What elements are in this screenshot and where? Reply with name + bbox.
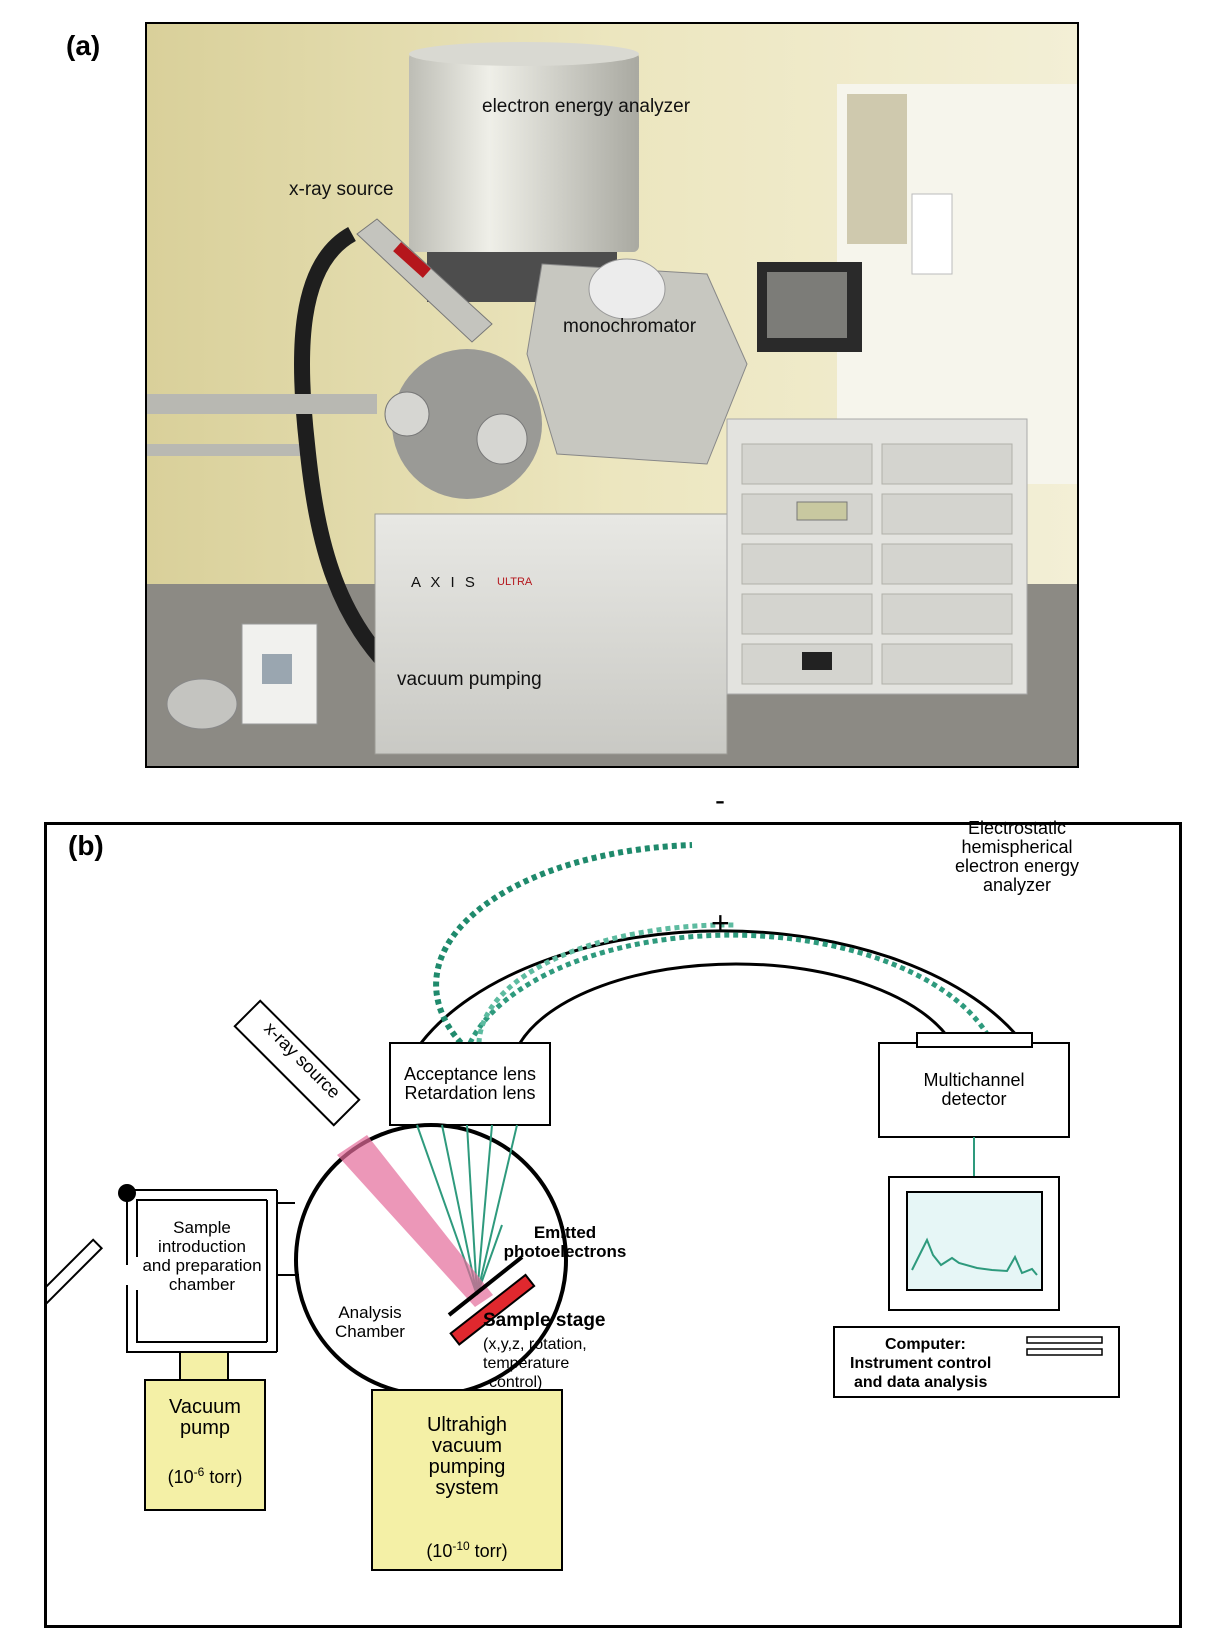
plus-sign: + <box>711 905 730 941</box>
vp-pressure-unit: torr) <box>204 1467 243 1487</box>
black-hose <box>293 226 413 691</box>
electron-path-outer <box>433 842 693 1045</box>
detector-line-2: detector <box>941 1089 1007 1109</box>
panel-a-label: (a) <box>66 30 101 61</box>
photoelectron-rays <box>416 1124 518 1296</box>
sample-intro-line-2: introduction <box>158 1237 246 1256</box>
analysis-chamber-line-2: Chamber <box>335 1322 405 1341</box>
vacuum-pump-label: Vacuum pump <box>145 1397 265 1439</box>
uhv-line-1: Ultrahigh <box>426 1414 508 1436</box>
uhv-pump-box <box>371 1389 563 1571</box>
analyzer-cylinder <box>409 52 639 252</box>
monochromator-housing <box>526 263 748 465</box>
instrument-photo-drawing <box>147 24 1077 766</box>
sample-stage-title: Sample stage <box>483 1310 606 1331</box>
emitted-line-2: photoelectrons <box>503 1242 627 1261</box>
spectrum-trace <box>911 1237 1038 1276</box>
rack-readout <box>802 652 832 670</box>
sample-stage-line-3: control) <box>489 1374 543 1391</box>
sample-stage-details: (x,y,z, rotation, temperature control) <box>483 1335 587 1392</box>
detector-line-1: Multichannel <box>923 1070 1025 1090</box>
whiteboard <box>911 193 953 275</box>
panel-b-label: (b) <box>68 830 104 861</box>
emitted-label: Emitted photoelectrons <box>485 1223 645 1261</box>
analyzer-top <box>409 42 639 66</box>
analyzer-line-3: electron energy <box>954 856 1080 876</box>
sample-intro-label: Sample introduction and preparation cham… <box>137 1218 267 1294</box>
sample-intro-line-3: and preparation <box>142 1256 262 1275</box>
disk-slot-2 <box>1026 1348 1103 1356</box>
sample <box>447 1255 524 1317</box>
vacuum-pump-box <box>144 1379 266 1511</box>
sample-stage-line-2: temperature <box>483 1355 570 1372</box>
analysis-chamber-label: Analysis Chamber <box>325 1303 415 1341</box>
disk-slot-1 <box>1026 1336 1103 1344</box>
sample-stage-plate <box>449 1273 536 1346</box>
minus-sign: - <box>715 784 725 817</box>
vp-pressure-base: (10 <box>167 1467 194 1487</box>
xray-label-tag <box>393 242 431 278</box>
vacuum-pumping-cabinet <box>374 513 728 755</box>
analyzer-label: Electrostatic hemispherical electron ene… <box>927 819 1107 895</box>
transfer-arm <box>147 394 377 414</box>
analyzer-line-1: Electrostatic <box>967 818 1067 838</box>
uhv-pressure-unit: torr) <box>469 1541 508 1561</box>
left-bench <box>147 444 307 456</box>
rotary-pump <box>166 678 238 730</box>
sample-intro-line-1: Sample <box>173 1218 231 1237</box>
uhv-label: Ultrahigh vacuum pumping system <box>372 1415 562 1499</box>
uhv-pressure-base: (10 <box>426 1541 453 1561</box>
analyzer-line-2: hemispherical <box>961 837 1073 857</box>
monochromator-dome <box>588 258 666 320</box>
monochromator-photo-label: monochromator <box>563 316 697 337</box>
analysis-chamber-line-1: Analysis <box>338 1303 402 1322</box>
electron-path-inner <box>476 922 738 1044</box>
uhv-line-3: pumping <box>428 1456 506 1478</box>
shelf <box>847 94 907 244</box>
computer-screen <box>906 1191 1043 1291</box>
computer-line-1: Computer: <box>885 1336 966 1353</box>
vacuum-pump-line-2: pump <box>179 1417 231 1439</box>
detector-box <box>878 1042 1070 1138</box>
instrument-photo: electron energy analyzer x-ray source mo… <box>145 22 1079 768</box>
intro-chamber-inner <box>136 1199 267 1343</box>
sample-stage-line-1: (x,y,z, rotation, <box>483 1336 587 1353</box>
uhv-line-2: vacuum <box>431 1435 503 1457</box>
uhv-line-4: system <box>435 1477 499 1499</box>
xps-schematic-drawing <box>47 842 1120 1571</box>
brand-label: A X I S <box>411 574 478 591</box>
analyzer-photo-label: electron energy analyzer <box>482 96 691 117</box>
xps-schematic: Electrostatic hemispherical electron ene… <box>44 786 1182 1628</box>
xray-source-box <box>233 999 361 1127</box>
detector-label: Multichannel detector <box>879 1071 1069 1109</box>
vacuum-pump-pressure: (10-6 torr) <box>145 1463 265 1487</box>
pump-neck <box>179 1351 229 1381</box>
intro-door <box>47 1238 104 1317</box>
lens-label: Acceptance lens Retardation lens <box>390 1065 550 1103</box>
emitted-line-1: Emitted <box>533 1223 597 1242</box>
xray-arm <box>356 218 493 343</box>
xray-photo-label: x-ray source <box>289 179 394 200</box>
analyzer-inner-arc <box>518 962 954 1044</box>
lens-box <box>389 1042 551 1126</box>
vp-pressure-exp: -6 <box>193 1465 205 1479</box>
electron-path-middle <box>467 932 995 1045</box>
analyzer-outer-arc <box>419 929 1025 1044</box>
rack-display <box>796 501 848 521</box>
door-hinge <box>118 1184 136 1202</box>
computer-line-2: Instrument control <box>850 1355 992 1372</box>
computer-label: Computer: Instrument control and data an… <box>850 1335 991 1392</box>
sample-intro-line-4: chamber <box>168 1275 236 1294</box>
analyzer-line-4: analyzer <box>982 875 1052 895</box>
computer-line-3: and data analysis <box>854 1374 988 1391</box>
detector-slit <box>916 1032 1033 1048</box>
lens-line-2: Retardation lens <box>404 1083 536 1103</box>
lens-line-1: Acceptance lens <box>403 1064 537 1084</box>
brand-suffix-label: ULTRA <box>497 576 533 588</box>
vacuum-photo-label: vacuum pumping <box>397 669 542 690</box>
uhv-pressure: (10-10 torr) <box>372 1537 562 1561</box>
vacuum-pump-line-1: Vacuum <box>169 1396 241 1418</box>
uhv-pressure-exp: -10 <box>452 1539 470 1553</box>
xray-beam <box>337 1135 493 1307</box>
